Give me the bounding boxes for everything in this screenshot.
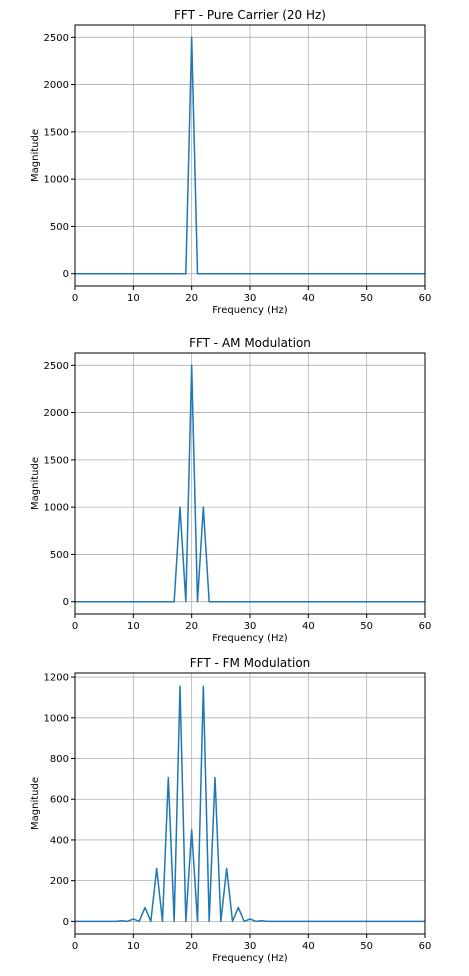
y-tick-label: 400 bbox=[50, 835, 69, 846]
x-tick-label: 0 bbox=[72, 941, 78, 952]
chart-panel-2: 0 10 20 30 40 50 60 0 500 1000 1500 2000 2500 FFT - A… bbox=[30, 336, 431, 644]
x-tick-label: 0 bbox=[72, 621, 78, 632]
x-tick-label: 30 bbox=[244, 621, 257, 632]
chart-title: FFT - AM Modulation bbox=[189, 336, 311, 350]
y-tick-label: 600 bbox=[50, 795, 69, 806]
y-tick-label: 1500 bbox=[44, 455, 69, 466]
series-line bbox=[75, 685, 425, 923]
y-tick-label: 0 bbox=[63, 597, 69, 608]
series-line bbox=[75, 36, 425, 275]
y-tick-label: 0 bbox=[63, 269, 69, 280]
x-tick-label: 50 bbox=[360, 941, 373, 952]
y-tick-label: 500 bbox=[50, 550, 69, 561]
x-axis-label: Frequency (Hz) bbox=[212, 953, 288, 964]
y-tick-label: 500 bbox=[50, 222, 69, 233]
y-axis-label: Magnitude bbox=[30, 129, 41, 182]
y-axis-label: Magnitude bbox=[30, 457, 41, 510]
x-tick-label: 10 bbox=[127, 941, 140, 952]
x-tick-label: 60 bbox=[419, 293, 432, 304]
x-tick-label: 20 bbox=[185, 621, 198, 632]
y-tick-label: 1200 bbox=[44, 673, 69, 684]
x-tick-label: 40 bbox=[302, 941, 315, 952]
x-tick-label: 60 bbox=[419, 621, 432, 632]
series-line bbox=[75, 364, 425, 603]
x-tick-label: 20 bbox=[185, 941, 198, 952]
x-tick-label: 20 bbox=[185, 293, 198, 304]
chart-panel-1: 0 10 20 30 40 50 60 0 500 1000 1500 2000 2500 FFT - P… bbox=[30, 8, 431, 316]
y-tick-label: 1000 bbox=[44, 175, 69, 186]
x-tick-label: 30 bbox=[244, 941, 257, 952]
x-tick-label: 30 bbox=[244, 293, 257, 304]
x-tick-label: 10 bbox=[127, 293, 140, 304]
chart-title: FFT - Pure Carrier (20 Hz) bbox=[174, 8, 326, 22]
y-tick-label: 0 bbox=[63, 917, 69, 928]
y-tick-label: 800 bbox=[50, 754, 69, 765]
x-tick-label: 0 bbox=[72, 293, 78, 304]
x-tick-label: 40 bbox=[302, 621, 315, 632]
x-axis-label: Frequency (Hz) bbox=[212, 305, 288, 316]
y-tick-label: 2500 bbox=[44, 361, 69, 372]
x-tick-label: 50 bbox=[360, 621, 373, 632]
y-tick-label: 2000 bbox=[44, 80, 69, 91]
x-axis-label: Frequency (Hz) bbox=[212, 633, 288, 644]
chart-title: FFT - FM Modulation bbox=[190, 656, 311, 670]
x-tick-label: 10 bbox=[127, 621, 140, 632]
y-tick-label: 1000 bbox=[44, 713, 69, 724]
x-tick-label: 50 bbox=[360, 293, 373, 304]
y-tick-label: 2000 bbox=[44, 408, 69, 419]
y-axis-label: Magnitude bbox=[30, 777, 41, 830]
y-tick-label: 2500 bbox=[44, 33, 69, 44]
y-tick-label: 200 bbox=[50, 876, 69, 887]
x-tick-label: 40 bbox=[302, 293, 315, 304]
y-tick-label: 1500 bbox=[44, 127, 69, 138]
y-tick-label: 1000 bbox=[44, 503, 69, 514]
x-tick-label: 60 bbox=[419, 941, 432, 952]
